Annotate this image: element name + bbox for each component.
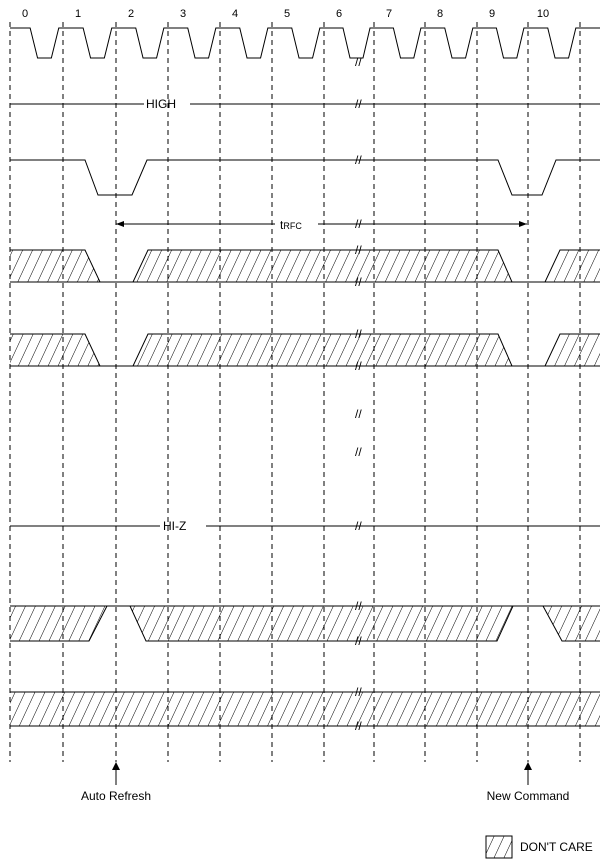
auto-refresh-marker: Auto Refresh (81, 762, 151, 803)
cycle-label-6: 6 (336, 8, 342, 20)
break-mark: // (355, 275, 362, 289)
command-pulse (10, 159, 600, 196)
break-mark: // (355, 153, 362, 167)
break-mark: // (355, 97, 362, 111)
hiz-label: HI-Z (163, 519, 186, 533)
break-mark: // (355, 55, 362, 69)
cycle-label-5: 5 (284, 8, 290, 20)
cycle-label-3: 3 (180, 8, 186, 20)
hatched-row-3 (10, 605, 600, 642)
hiz-signal: HI-Z (10, 519, 600, 533)
svg-text:tRFC: tRFC (280, 218, 302, 232)
trfc-timing-arrow: tRFC (116, 218, 527, 232)
hatched-row-2 (10, 333, 600, 367)
break-mark: // (355, 445, 362, 459)
cycle-labels: 0 1 2 3 4 5 6 7 8 9 10 (22, 8, 549, 20)
high-signal: HIGH (10, 97, 600, 111)
legend-label: DON'T CARE (520, 840, 593, 854)
break-mark: // (355, 599, 362, 613)
break-mark: // (355, 359, 362, 373)
break-mark: // (355, 243, 362, 257)
cycle-label-0: 0 (22, 8, 28, 20)
cycle-label-9: 9 (489, 8, 495, 20)
cycle-label-8: 8 (437, 8, 443, 20)
high-label: HIGH (146, 97, 176, 111)
break-mark: // (355, 407, 362, 421)
break-marks: // // // // // // // // // // // // // // // (355, 55, 362, 733)
break-mark: // (355, 719, 362, 733)
auto-refresh-label: Auto Refresh (81, 789, 151, 803)
cycle-label-2: 2 (128, 8, 134, 20)
legend-swatch (485, 835, 513, 859)
break-mark: // (355, 217, 362, 231)
break-mark: // (355, 519, 362, 533)
legend-dont-care: DON'T CARE (485, 835, 593, 859)
break-mark: // (355, 685, 362, 699)
cycle-label-7: 7 (386, 8, 392, 20)
trfc-t: t (280, 218, 284, 232)
cycle-gridlines (9, 22, 581, 762)
cycle-label-4: 4 (232, 8, 238, 20)
break-mark: // (355, 634, 362, 648)
cycle-label-10: 10 (537, 8, 549, 20)
cycle-label-1: 1 (75, 8, 81, 20)
trfc-sub: RFC (283, 221, 302, 231)
hatched-row-1 (10, 249, 600, 283)
new-command-marker: New Command (487, 762, 570, 803)
new-command-label: New Command (487, 789, 570, 803)
break-mark: // (355, 327, 362, 341)
hatched-row-4 (10, 691, 600, 727)
clock-waveform (10, 27, 600, 59)
